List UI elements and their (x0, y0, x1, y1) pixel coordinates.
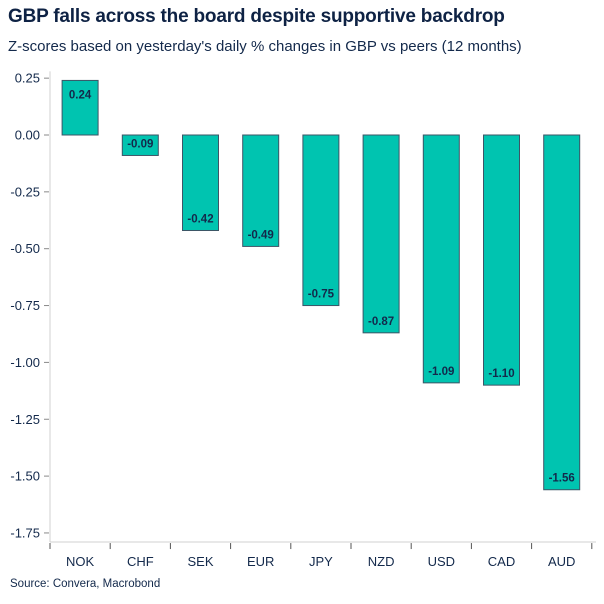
y-tick-label: 0.25 (15, 71, 40, 86)
bar-cad (483, 134, 520, 386)
data-label: 0.24 (69, 89, 92, 101)
data-label: -0.42 (187, 214, 213, 226)
y-tick-label: -0.25 (10, 184, 40, 199)
bar-usd (422, 134, 460, 384)
bar-nok (61, 79, 99, 136)
x-tick-label: EUR (247, 554, 274, 569)
y-tick-label: -1.00 (10, 355, 40, 370)
bar-jpy (302, 134, 340, 307)
x-tick-label: NZD (368, 554, 395, 569)
data-label: -0.87 (368, 316, 394, 328)
x-tick-label: CHF (127, 554, 154, 569)
chart-subtitle: Z-scores based on yesterday's daily % ch… (8, 38, 522, 55)
bar-sek (182, 134, 219, 232)
bar-eur (242, 134, 280, 247)
x-tick-label: CAD (488, 554, 515, 569)
y-tick-label: -0.75 (10, 298, 40, 313)
x-tick-label: AUD (548, 554, 575, 569)
data-label: -1.09 (428, 366, 454, 378)
data-label: -0.49 (248, 229, 274, 241)
bar-chf (121, 134, 159, 156)
x-tick-label: USD (428, 554, 455, 569)
x-tick-label: NOK (66, 554, 95, 569)
data-label: -0.09 (127, 138, 153, 150)
data-label: -1.56 (549, 473, 575, 485)
chart-title: GBP falls across the board despite suppo… (8, 6, 505, 27)
y-tick-label: -1.50 (10, 469, 40, 484)
x-tick-label: JPY (309, 554, 333, 569)
data-label: -0.75 (308, 289, 335, 301)
y-tick-label: 0.00 (15, 128, 40, 143)
y-tick-label: -0.50 (10, 241, 40, 256)
bar-nzd (362, 134, 400, 334)
x-tick-label: SEK (187, 554, 213, 569)
source-note: Source: Convera, Macrobond (10, 578, 161, 590)
data-label: -1.10 (488, 368, 514, 380)
y-tick-label: -1.75 (10, 525, 40, 540)
y-tick-label: -1.25 (10, 412, 40, 427)
bar-aud (543, 134, 581, 491)
